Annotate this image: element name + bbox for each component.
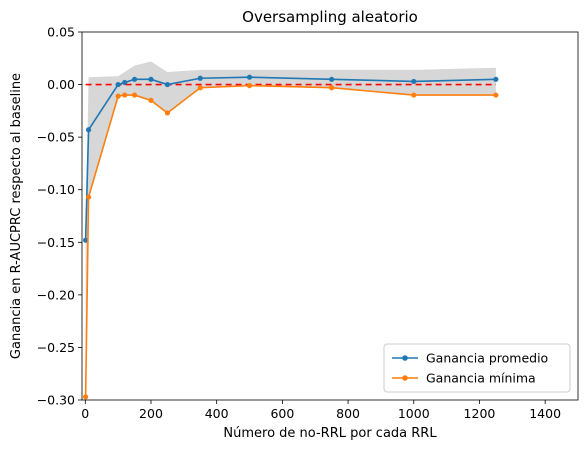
legend-box [383, 343, 571, 393]
data-point-s1-9 [329, 85, 335, 91]
x-tick-label: 200 [139, 406, 163, 421]
x-tick-label: 1400 [529, 406, 561, 421]
data-point-s0-6 [164, 81, 171, 88]
y-tick-label: −0.15 [37, 235, 75, 250]
data-point-s0-7 [197, 75, 203, 81]
x-tick-label: 600 [270, 406, 294, 421]
series-line-1 [84, 84, 496, 397]
data-point-s1-0 [83, 394, 89, 400]
y-ticks: −0.30 −0.25 −0.20 −0.15 −0.10 −0.05 0.00 0.05 [37, 25, 82, 408]
data-point-s0-3 [122, 79, 128, 86]
x-tick-label: 1200 [464, 406, 496, 421]
data-point-s1-6 [164, 110, 171, 116]
legend-entry-ganancia-promedio: Ganancia promedio [426, 351, 548, 366]
y-tick-label: −0.05 [37, 130, 75, 145]
x-tick-label: 1000 [398, 406, 430, 421]
legend-marker-ganancia-promedio [402, 355, 408, 361]
x-tick-label: 0 [81, 406, 89, 421]
data-point-s1-1 [85, 194, 92, 200]
data-point-s0-0 [83, 237, 89, 243]
y-tick-label: 0.00 [47, 77, 75, 92]
legend-marker-ganancia-minima [402, 375, 408, 381]
data-point-s0-1 [85, 127, 92, 133]
x-tick-label: 800 [336, 406, 360, 421]
data-point-s1-7 [197, 85, 203, 91]
y-tick-label: −0.30 [37, 393, 75, 408]
data-point-s0-10 [411, 78, 417, 85]
data-point-s0-5 [148, 76, 154, 82]
data-point-s1-10 [411, 92, 417, 98]
data-point-s0-4 [131, 76, 138, 82]
data-point-s1-5 [148, 97, 154, 103]
data-point-s0-2 [115, 81, 121, 88]
data-point-s0-8 [246, 74, 253, 80]
plot-frame [81, 31, 579, 401]
x-ticks: 0 200 400 600 800 1000 1200 1400 [81, 400, 561, 421]
data-point-s1-11 [493, 92, 499, 98]
y-axis-label: Ganancia en R-AUCPRC respecto al baselin… [9, 73, 24, 359]
data-point-s1-8 [246, 83, 253, 89]
data-point-s1-4 [131, 92, 138, 98]
chart-title: Oversampling aleatorio [242, 8, 418, 26]
legend: Ganancia promedio Ganancia mínima [383, 343, 571, 393]
legend-entry-ganancia-minima: Ganancia mínima [426, 371, 536, 386]
data-point-s0-11 [493, 76, 499, 82]
series-line-0 [84, 76, 496, 241]
y-tick-label: −0.25 [37, 340, 75, 355]
data-point-s0-9 [329, 76, 335, 82]
series-layer [83, 74, 499, 400]
x-axis-label: Número de no-RRL por cada RRL [223, 426, 437, 441]
data-point-s1-3 [122, 92, 128, 98]
data-point-s1-2 [115, 93, 121, 99]
y-tick-label: 0.05 [47, 25, 75, 40]
x-tick-label: 400 [205, 406, 229, 421]
y-tick-label: −0.20 [37, 287, 75, 302]
y-tick-label: −0.10 [37, 182, 75, 197]
